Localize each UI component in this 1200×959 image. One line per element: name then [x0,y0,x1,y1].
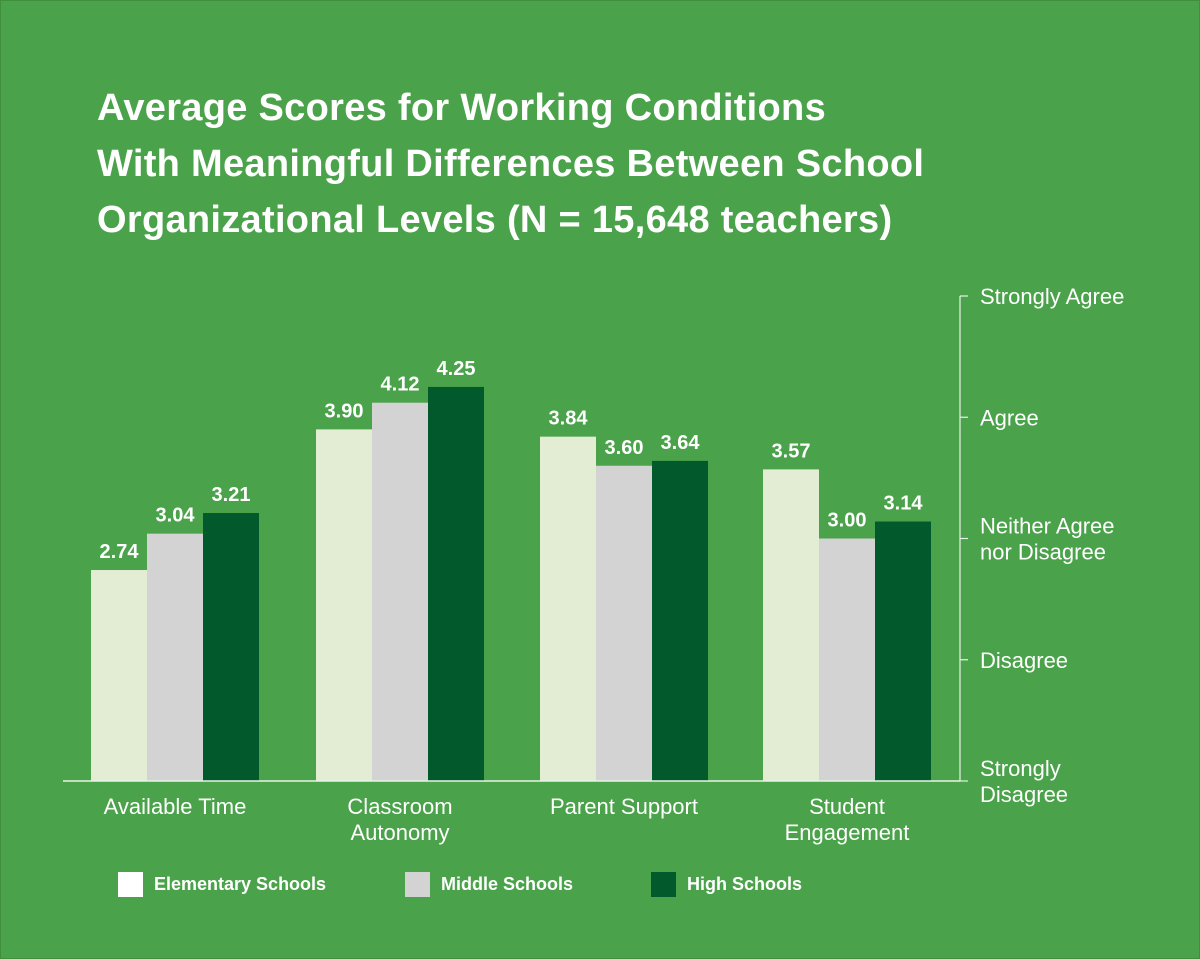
legend-item-middle: Middle Schools [405,872,573,897]
y-tick-label-3: Neither Agree nor Disagree [980,514,1115,565]
bar-middle-3 [596,465,652,781]
y-tick-label-2: Agree [980,405,1039,430]
value-label-high-3: 3.64 [661,432,701,454]
value-label-middle-3: 3.60 [605,437,644,459]
bar-high-1 [203,513,259,781]
value-label-elementary-1: 2.74 [100,541,140,563]
category-label-4: Student Engagement [785,794,910,845]
bar-elementary-1 [91,570,147,781]
y-tick-label-1: Strongly Agree [980,284,1124,309]
value-label-middle-4: 3.00 [828,510,867,532]
bar-middle-4 [819,538,875,781]
y-tick-label-5: Strongly Disagree [980,756,1068,807]
legend-item-high: High Schools [651,872,802,897]
value-label-elementary-4: 3.57 [772,440,811,462]
legend-label-high: High Schools [687,874,803,894]
legend-swatch-elementary [118,872,143,897]
chart-title: Average Scores for Working Conditions Wi… [97,80,1157,248]
value-label-high-2: 4.25 [437,358,476,380]
category-label-1: Available Time [104,794,247,819]
value-label-high-4: 3.14 [884,493,924,515]
chart-title-line-2: With Meaningful Differences Between Scho… [97,143,925,185]
value-label-high-1: 3.21 [212,484,251,506]
value-label-elementary-3: 3.84 [549,408,589,430]
legend-swatch-middle [405,872,430,897]
category-label-3: Parent Support [550,794,698,819]
value-label-middle-1: 3.04 [156,505,196,527]
chart-legend: Elementary Schools Middle Schools High S… [0,872,1200,902]
bar-middle-1 [147,533,203,781]
chart-title-line-1: Average Scores for Working Conditions [97,87,826,129]
legend-label-elementary: Elementary Schools [154,874,327,894]
bar-elementary-2 [316,429,372,781]
value-label-elementary-2: 3.90 [325,400,364,422]
bar-high-4 [875,521,931,781]
value-label-middle-2: 4.12 [381,374,420,396]
legend-item-elementary: Elementary Schools [118,872,326,897]
category-label-2: Classroom Autonomy [347,794,452,845]
bar-elementary-4 [763,469,819,781]
legend-label-middle: Middle Schools [441,874,574,894]
chart-title-line-3: Organizational Levels (N = 15,648 teache… [97,199,893,241]
bar-high-2 [428,386,484,781]
bar-elementary-3 [540,436,596,781]
y-tick-label-4: Disagree [980,648,1068,673]
bar-middle-2 [372,402,428,781]
legend-swatch-high [651,872,676,897]
bar-high-3 [652,460,708,781]
